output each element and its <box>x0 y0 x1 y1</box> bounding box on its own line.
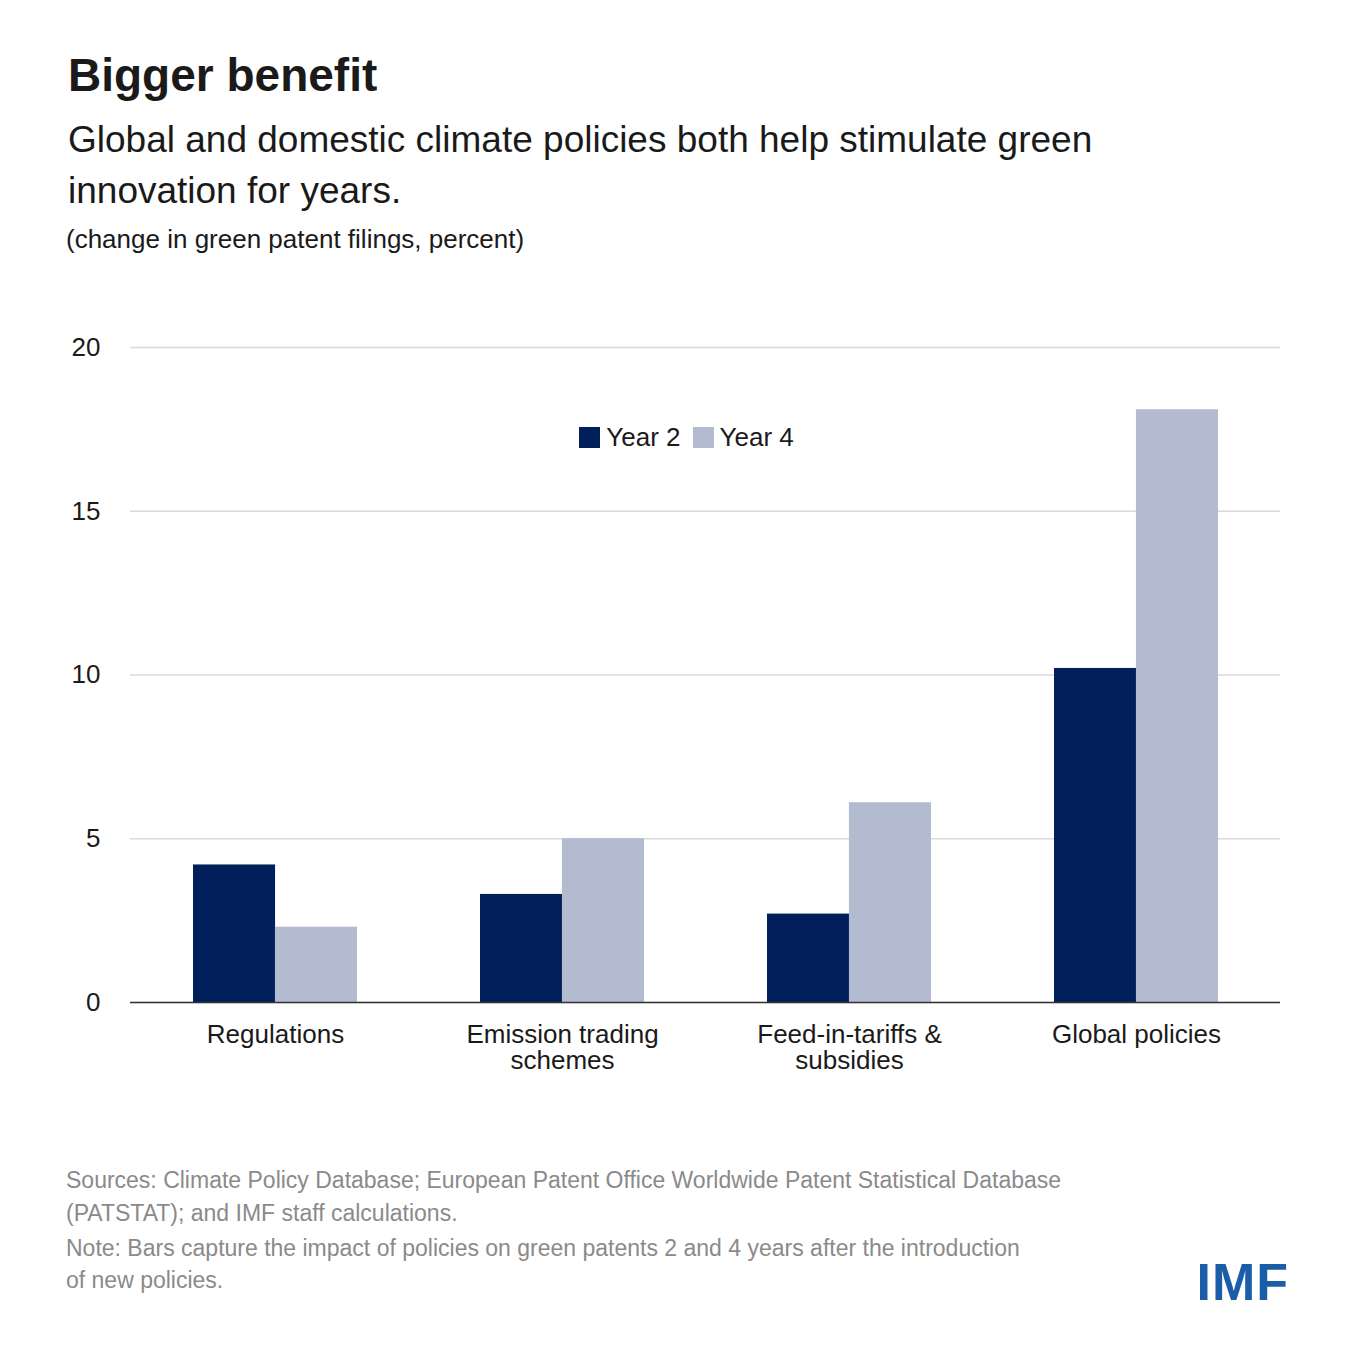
svg-text:Global policies: Global policies <box>1052 1019 1221 1049</box>
html-text:Note: Bars capture the impact: Note: Bars capture the impact of policie… <box>66 1235 1020 1293</box>
html-text:Global and domestic climate po: Global and domestic climate policies bot… <box>68 119 1093 211</box>
html-text:(change in green patent filing: (change in green patent filings, percent… <box>66 224 525 254</box>
html-text:Year 4: Year 4 <box>719 422 794 452</box>
html-text:Year 2: Year 2 <box>606 422 681 452</box>
svg-text:Emission tradingschemes: Emission tradingschemes <box>466 1019 658 1075</box>
svg-text:15: 15 <box>72 496 101 526</box>
svg-text:20: 20 <box>72 332 101 362</box>
html-text:Bigger benefit: Bigger benefit <box>68 49 378 101</box>
svg-text:Regulations: Regulations <box>207 1019 344 1049</box>
svg-text:5: 5 <box>86 823 100 853</box>
svg-text:10: 10 <box>72 659 101 689</box>
svg-text:0: 0 <box>86 987 100 1017</box>
html-text:Sources: Climate Policy Databa: Sources: Climate Policy Database; Europe… <box>66 1167 1062 1226</box>
svg-text:Feed-in-tariffs &subsidies: Feed-in-tariffs &subsidies <box>757 1019 941 1075</box>
html-text:IMF: IMF <box>1196 1253 1289 1311</box>
